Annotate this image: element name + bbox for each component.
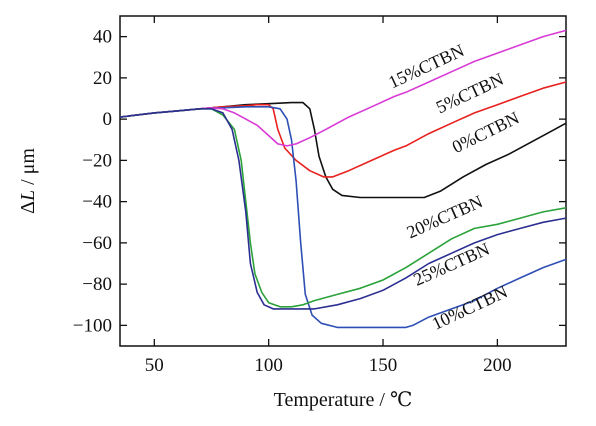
y-axis-title-unit: / μm (17, 148, 39, 190)
x-tick-label: 50 (145, 355, 164, 376)
series-line-20pct-ctbn (119, 108, 567, 308)
series-label: 25%CTBN (410, 239, 492, 290)
series-line-5pct-ctbn (119, 81, 567, 178)
y-tick-label: 0 (103, 109, 113, 130)
y-tick-label: 20 (93, 68, 112, 89)
y-axis-title-symbol: L (17, 190, 39, 202)
y-tick-label: −60 (82, 233, 112, 254)
series-label: 5%CTBN (433, 69, 507, 118)
series-label: 15%CTBN (385, 40, 467, 92)
y-tick-label: −100 (73, 315, 112, 336)
y-axis-title-delta: Δ (17, 201, 39, 214)
y-axis-title: ΔL / μm (17, 148, 39, 214)
y-tick-label: −40 (82, 192, 112, 213)
series-label: 10%CTBN (429, 281, 511, 333)
y-tick-label: −80 (82, 274, 112, 295)
series-line-15pct-ctbn (119, 29, 567, 147)
y-axis: −100 −80 −60 −40 −20 0 20 40 (73, 27, 566, 336)
series-label: 20%CTBN (404, 191, 486, 242)
y-tick-label: 40 (93, 27, 112, 48)
series-line-10pct-ctbn (119, 106, 567, 329)
x-axis: 50 100 150 200 (145, 16, 512, 376)
x-axis-title: Temperature / ℃ (274, 389, 413, 411)
y-tick-label: −20 (82, 150, 112, 171)
series-line-25pct-ctbn (119, 108, 567, 310)
series-lines (119, 29, 567, 329)
x-tick-label: 200 (483, 355, 512, 376)
x-tick-label: 150 (369, 355, 398, 376)
plot-frame (119, 15, 567, 347)
series-label: 0%CTBN (449, 108, 522, 158)
x-tick-label: 100 (254, 355, 283, 376)
